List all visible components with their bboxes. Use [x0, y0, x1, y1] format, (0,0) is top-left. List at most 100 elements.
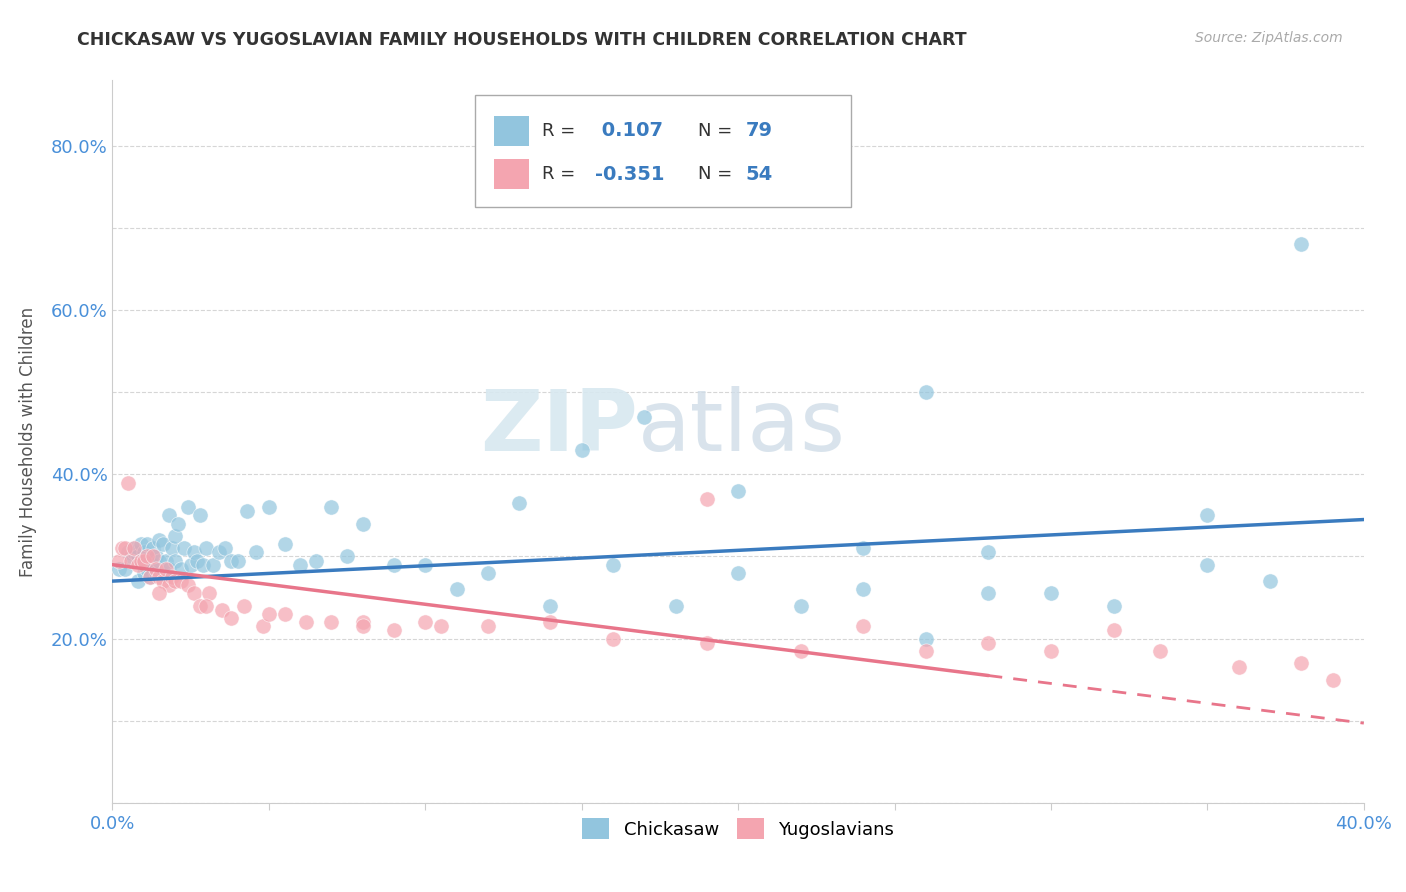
Point [1197, 558, 1219, 572]
Point [124, 545, 146, 559]
Point [142, 549, 165, 564]
Point [186, 553, 208, 567]
Point [173, 541, 195, 556]
Point [236, 504, 259, 518]
Point [508, 496, 530, 510]
Point [117, 545, 139, 559]
Text: Source: ZipAtlas.com: Source: ZipAtlas.com [1195, 31, 1343, 45]
Point [226, 553, 249, 567]
Text: R =: R = [541, 122, 581, 140]
Point [127, 549, 149, 564]
Point [321, 615, 343, 630]
Point [170, 562, 193, 576]
Point [129, 553, 152, 567]
Point [201, 558, 224, 572]
Point [148, 533, 170, 547]
Point [1102, 624, 1125, 638]
Point [163, 574, 186, 588]
Text: N =: N = [699, 122, 738, 140]
Point [135, 537, 157, 551]
Point [183, 586, 205, 600]
Text: R =: R = [541, 165, 581, 183]
Point [111, 541, 134, 556]
Point [188, 599, 211, 613]
Point [852, 582, 875, 597]
Point [139, 553, 162, 567]
FancyBboxPatch shape [475, 95, 851, 207]
Text: ZIP: ZIP [481, 385, 638, 468]
Bar [494, 116, 529, 146]
Point [1197, 508, 1219, 523]
Point [273, 607, 295, 621]
Point [214, 541, 236, 556]
Point [540, 615, 562, 630]
Point [295, 615, 318, 630]
Bar [494, 159, 529, 189]
Point [139, 570, 162, 584]
Point [193, 558, 215, 572]
Point [124, 541, 146, 556]
Point [352, 615, 374, 630]
Point [148, 570, 170, 584]
Point [139, 570, 162, 584]
Point [124, 541, 146, 556]
Point [915, 632, 938, 646]
Point [430, 619, 453, 633]
Point [696, 491, 718, 506]
Point [183, 545, 205, 559]
Point [1227, 660, 1250, 674]
Point [135, 549, 157, 564]
Point [152, 574, 174, 588]
Point [145, 549, 167, 564]
Point [1102, 599, 1125, 613]
Point [152, 537, 174, 551]
Point [915, 385, 938, 400]
Point [257, 607, 280, 621]
Point [727, 483, 749, 498]
Point [1039, 644, 1063, 658]
Point [257, 500, 280, 515]
Point [157, 578, 180, 592]
Point [290, 558, 312, 572]
Point [157, 508, 180, 523]
Point [477, 619, 499, 633]
Point [211, 603, 233, 617]
Point [321, 500, 343, 515]
Point [208, 545, 231, 559]
Point [1149, 644, 1171, 658]
Point [170, 574, 193, 588]
Point [602, 558, 624, 572]
Point [176, 578, 198, 592]
Point [790, 644, 813, 658]
Point [120, 549, 142, 564]
Point [977, 636, 1000, 650]
Text: N =: N = [699, 165, 738, 183]
Point [198, 586, 221, 600]
Point [245, 545, 267, 559]
Point [127, 574, 149, 588]
Point [664, 599, 686, 613]
Point [382, 624, 405, 638]
Point [163, 553, 186, 567]
Text: atlas: atlas [638, 385, 846, 468]
Point [352, 619, 374, 633]
Point [305, 553, 328, 567]
Point [107, 562, 129, 576]
Y-axis label: Family Households with Children: Family Households with Children [18, 307, 37, 576]
Point [1039, 586, 1063, 600]
Text: 54: 54 [745, 165, 773, 184]
Point [157, 562, 180, 576]
Point [107, 553, 129, 567]
Point [273, 537, 295, 551]
Point [195, 541, 218, 556]
Point [1291, 657, 1313, 671]
Point [167, 516, 190, 531]
Point [132, 545, 155, 559]
Point [790, 599, 813, 613]
Point [195, 599, 218, 613]
Point [977, 586, 1000, 600]
Point [145, 566, 167, 580]
Point [382, 558, 405, 572]
Point [188, 508, 211, 523]
Point [477, 566, 499, 580]
